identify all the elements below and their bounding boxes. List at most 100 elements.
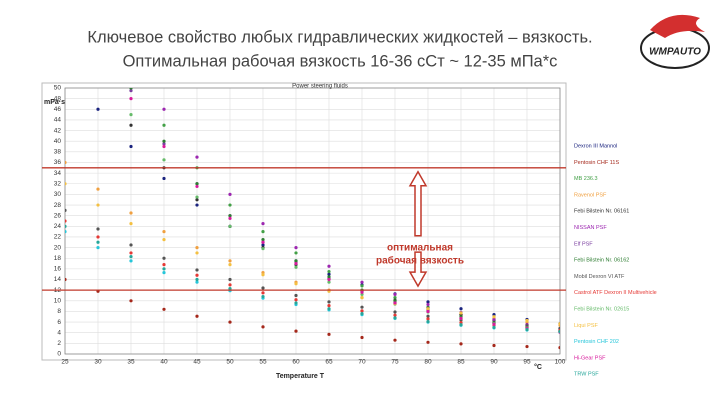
point [459, 323, 463, 327]
slide-title: Ключевое свойство любых гидравлических ж… [87, 28, 592, 46]
point [426, 314, 430, 318]
point [65, 277, 67, 282]
point [525, 344, 529, 349]
legend-entry: Mobil Dexron VI ATF [574, 274, 625, 280]
point [195, 273, 199, 277]
point [228, 203, 232, 207]
point [96, 227, 100, 231]
legend-entry: Febi Bilstein Nr. 02615 [574, 306, 629, 312]
arrow [408, 251, 428, 288]
point [393, 338, 397, 342]
x-axis-label: Temperature T [276, 373, 325, 380]
point [327, 300, 331, 304]
point [129, 255, 133, 259]
point [195, 182, 199, 186]
point [459, 311, 463, 315]
point [294, 301, 298, 305]
point [195, 203, 199, 207]
logo: WMPAUTO [640, 14, 710, 69]
y-tick-label: 40 [54, 138, 62, 145]
point [129, 299, 133, 303]
legend-entry: Elf PSF [574, 241, 593, 247]
x-tick-label: 100 [555, 359, 566, 366]
point [393, 301, 397, 305]
point [96, 17, 99, 20]
point [129, 123, 133, 127]
point [261, 291, 265, 295]
point [327, 264, 331, 268]
point [162, 158, 166, 162]
point [63, 7, 66, 10]
point [162, 267, 166, 271]
x-tick-label: 85 [457, 359, 465, 366]
point [162, 238, 166, 242]
point [195, 277, 199, 282]
legend-entry: Febi Bilstein Nr. 06162 [574, 258, 629, 264]
point [558, 330, 560, 334]
point [261, 325, 265, 329]
point [65, 160, 67, 165]
point [261, 294, 265, 299]
point [96, 23, 99, 26]
point [360, 284, 364, 288]
legend-entry: Ravenol PSF [574, 192, 607, 198]
point [129, 144, 133, 149]
point [261, 238, 265, 242]
y-tick-label: 22 [54, 234, 62, 241]
y-tick-label: 16 [54, 266, 62, 273]
point [525, 327, 529, 332]
point [162, 142, 166, 146]
point [195, 246, 199, 250]
point [426, 340, 430, 344]
point [261, 230, 265, 234]
point [426, 319, 430, 324]
x-tick-label: 45 [193, 359, 201, 366]
point [162, 271, 166, 275]
point [393, 296, 397, 300]
point [492, 322, 496, 326]
point [129, 222, 133, 226]
y-tick-label: 42 [54, 127, 62, 134]
legend-entry: Febi Bilstein Nr. 06161 [574, 209, 629, 215]
point [129, 211, 133, 215]
point [261, 240, 265, 244]
point [360, 305, 364, 309]
point [129, 251, 133, 255]
point [195, 251, 199, 255]
x-tick-label: 40 [160, 359, 168, 366]
point [228, 214, 232, 218]
point [228, 277, 232, 282]
point [162, 144, 166, 149]
annotation: оптимальная [387, 243, 453, 254]
point [129, 113, 133, 117]
point [162, 230, 166, 234]
annotation: рабочая вязкость [376, 255, 464, 267]
point [558, 322, 560, 326]
point [162, 107, 166, 111]
point [261, 273, 265, 277]
point [129, 97, 133, 101]
point [129, 259, 133, 263]
point [228, 320, 232, 324]
legend-entry: Dexron III Mannol [574, 143, 617, 149]
point [393, 292, 397, 297]
point [294, 265, 298, 269]
point [294, 293, 298, 298]
chart-title: Power steering fluids [292, 84, 348, 90]
point [162, 307, 166, 311]
point [426, 307, 430, 311]
point [294, 259, 298, 263]
point [96, 203, 100, 207]
y-tick-label: 46 [54, 106, 62, 113]
chart-frame [41, 82, 567, 361]
point [162, 176, 166, 181]
y-tick-label: 4 [57, 329, 61, 336]
legend-entry: Liqui PSF [574, 323, 598, 329]
point [65, 182, 67, 186]
point [360, 280, 364, 284]
point [96, 187, 100, 191]
point [129, 88, 133, 90]
y-tick-label: 24 [54, 223, 62, 230]
point [162, 139, 166, 143]
